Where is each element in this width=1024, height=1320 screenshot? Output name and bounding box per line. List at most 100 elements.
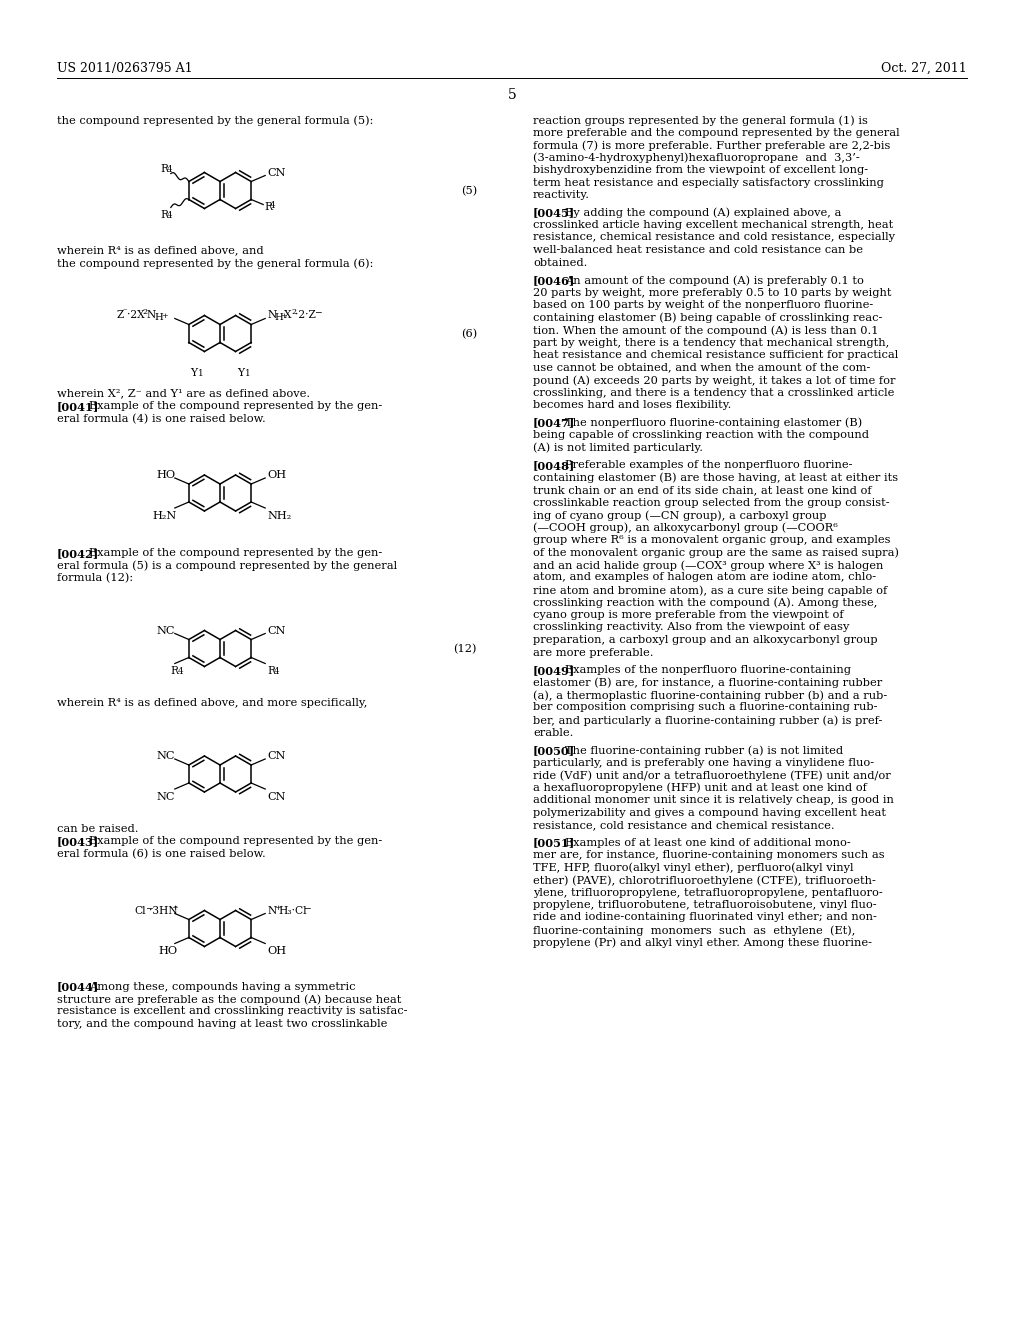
- Text: based on 100 parts by weight of the nonperfluoro fluorine-: based on 100 parts by weight of the nonp…: [534, 300, 873, 310]
- Text: 4: 4: [178, 667, 183, 676]
- Text: By adding the compound (A) explained above, a: By adding the compound (A) explained abo…: [565, 207, 842, 218]
- Text: bishydroxybenzidine from the viewpoint of excellent long-: bishydroxybenzidine from the viewpoint o…: [534, 165, 868, 176]
- Text: wherein R⁴ is as defined above, and more specifically,: wherein R⁴ is as defined above, and more…: [57, 698, 368, 709]
- Text: ber, and particularly a fluorine-containing rubber (a) is pref-: ber, and particularly a fluorine-contain…: [534, 715, 883, 726]
- Text: Oct. 27, 2011: Oct. 27, 2011: [882, 62, 967, 75]
- Text: R: R: [267, 667, 275, 676]
- Text: H: H: [155, 313, 164, 322]
- Text: N: N: [146, 309, 156, 319]
- Text: CN: CN: [267, 792, 286, 803]
- Text: [0050]: [0050]: [534, 744, 575, 756]
- Text: reaction groups represented by the general formula (1) is: reaction groups represented by the gener…: [534, 115, 868, 125]
- Text: [0046]: [0046]: [534, 275, 575, 286]
- Text: [0042]: [0042]: [57, 548, 99, 558]
- Text: (3-amino-4-hydroxyphenyl)hexafluoropropane  and  3,3’-: (3-amino-4-hydroxyphenyl)hexafluoropropa…: [534, 153, 860, 164]
- Text: containing elastomer (B) are those having, at least at either its: containing elastomer (B) are those havin…: [534, 473, 898, 483]
- Text: more preferable and the compound represented by the general: more preferable and the compound represe…: [534, 128, 900, 137]
- Text: use cannot be obtained, and when the amount of the com-: use cannot be obtained, and when the amo…: [534, 363, 870, 372]
- Text: being capable of crosslinking reaction with the compound: being capable of crosslinking reaction w…: [534, 430, 869, 440]
- Text: propylene (Pr) and alkyl vinyl ether. Among these fluorine-: propylene (Pr) and alkyl vinyl ether. Am…: [534, 937, 872, 948]
- Text: NC: NC: [157, 751, 175, 762]
- Text: polymerizability and gives a compound having excellent heat: polymerizability and gives a compound ha…: [534, 808, 886, 817]
- Text: resistance, chemical resistance and cold resistance, especially: resistance, chemical resistance and cold…: [534, 232, 895, 243]
- Text: Cl: Cl: [135, 906, 146, 916]
- Text: X: X: [285, 309, 292, 319]
- Text: reactivity.: reactivity.: [534, 190, 590, 201]
- Text: trunk chain or an end of its side chain, at least one kind of: trunk chain or an end of its side chain,…: [534, 484, 871, 495]
- Text: [0044]: [0044]: [57, 982, 99, 993]
- Text: R: R: [161, 210, 169, 220]
- Text: OH: OH: [267, 470, 287, 480]
- Text: ether) (PAVE), chlorotrifluoroethylene (CTFE), trifluoroeth-: ether) (PAVE), chlorotrifluoroethylene (…: [534, 875, 876, 886]
- Text: atom, and examples of halogen atom are iodine atom, chlo-: atom, and examples of halogen atom are i…: [534, 573, 877, 582]
- Text: heat resistance and chemical resistance sufficient for practical: heat resistance and chemical resistance …: [534, 350, 898, 360]
- Text: ber composition comprising such a fluorine-containing rub-: ber composition comprising such a fluori…: [534, 702, 878, 713]
- Text: crosslinking reactivity. Also from the viewpoint of easy: crosslinking reactivity. Also from the v…: [534, 623, 849, 632]
- Text: Z: Z: [117, 309, 124, 319]
- Text: Preferable examples of the nonperfluoro fluorine-: Preferable examples of the nonperfluoro …: [565, 459, 853, 470]
- Text: H₃·Cl: H₃·Cl: [279, 906, 307, 916]
- Text: [0043]: [0043]: [57, 837, 99, 847]
- Text: US 2011/0263795 A1: US 2011/0263795 A1: [57, 62, 193, 75]
- Text: resistance is excellent and crosslinking reactivity is satisfac-: resistance is excellent and crosslinking…: [57, 1006, 408, 1016]
- Text: ·3HN: ·3HN: [148, 906, 177, 916]
- Text: (A) is not limited particularly.: (A) is not limited particularly.: [534, 442, 703, 453]
- Text: 5: 5: [508, 88, 516, 102]
- Text: NC: NC: [157, 792, 175, 803]
- Text: crosslinked article having excellent mechanical strength, heat: crosslinked article having excellent mec…: [534, 220, 893, 230]
- Text: +: +: [171, 904, 177, 912]
- Text: HO: HO: [157, 470, 176, 480]
- Text: crosslinking, and there is a tendency that a crosslinked article: crosslinking, and there is a tendency th…: [534, 388, 894, 397]
- Text: Among these, compounds having a symmetric: Among these, compounds having a symmetri…: [89, 982, 355, 991]
- Text: ing of cyano group (—CN group), a carboxyl group: ing of cyano group (—CN group), a carbox…: [534, 510, 826, 520]
- Text: crosslinking reaction with the compound (A). Among these,: crosslinking reaction with the compound …: [534, 598, 878, 609]
- Text: (6): (6): [461, 329, 477, 339]
- Text: becomes hard and loses flexibility.: becomes hard and loses flexibility.: [534, 400, 731, 411]
- Text: Y: Y: [238, 367, 245, 378]
- Text: +: +: [274, 904, 281, 912]
- Text: structure are preferable as the compound (A) because heat: structure are preferable as the compound…: [57, 994, 401, 1005]
- Text: containing elastomer (B) being capable of crosslinking reac-: containing elastomer (B) being capable o…: [534, 313, 883, 323]
- Text: propylene, trifluorobutene, tetrafluoroisobutene, vinyl fluo-: propylene, trifluorobutene, tetrafluoroi…: [534, 900, 877, 909]
- Text: ⁻: ⁻: [123, 308, 127, 317]
- Text: preparation, a carboxyl group and an alkoxycarbonyl group: preparation, a carboxyl group and an alk…: [534, 635, 878, 645]
- Text: NH₂: NH₂: [267, 511, 292, 521]
- Text: eral formula (5) is a compound represented by the general: eral formula (5) is a compound represent…: [57, 561, 397, 572]
- Text: of the monovalent organic group are the same as raised supra): of the monovalent organic group are the …: [534, 548, 899, 558]
- Text: 2: 2: [291, 309, 296, 317]
- Text: can be raised.: can be raised.: [57, 824, 138, 834]
- Text: wherein X², Z⁻ and Y¹ are as defined above.: wherein X², Z⁻ and Y¹ are as defined abo…: [57, 388, 310, 399]
- Text: −: −: [314, 308, 322, 317]
- Text: 2: 2: [142, 309, 147, 317]
- Text: crosslinkable reaction group selected from the group consist-: crosslinkable reaction group selected fr…: [534, 498, 890, 507]
- Text: 1: 1: [245, 370, 250, 379]
- Text: The nonperfluoro fluorine-containing elastomer (B): The nonperfluoro fluorine-containing ela…: [565, 417, 862, 428]
- Text: TFE, HFP, fluoro(alkyl vinyl ether), perfluoro(alkyl vinyl: TFE, HFP, fluoro(alkyl vinyl ether), per…: [534, 862, 853, 873]
- Text: [0047]: [0047]: [534, 417, 575, 429]
- Text: NC: NC: [157, 626, 175, 635]
- Text: formula (7) is more preferable. Further preferable are 2,2-bis: formula (7) is more preferable. Further …: [534, 140, 891, 150]
- Text: HO: HO: [159, 946, 178, 957]
- Text: well-balanced heat resistance and cold resistance can be: well-balanced heat resistance and cold r…: [534, 246, 863, 255]
- Text: 4: 4: [274, 667, 280, 676]
- Text: N: N: [267, 906, 276, 916]
- Text: pound (A) exceeds 20 parts by weight, it takes a lot of time for: pound (A) exceeds 20 parts by weight, it…: [534, 375, 896, 385]
- Text: CN: CN: [267, 751, 286, 762]
- Text: −: −: [144, 903, 153, 912]
- Text: tion. When the amount of the compound (A) is less than 0.1: tion. When the amount of the compound (A…: [534, 325, 879, 335]
- Text: a hexafluoropropylene (HFP) unit and at least one kind of: a hexafluoropropylene (HFP) unit and at …: [534, 783, 867, 793]
- Text: term heat resistance and especially satisfactory crosslinking: term heat resistance and especially sati…: [534, 177, 884, 187]
- Text: eral formula (6) is one raised below.: eral formula (6) is one raised below.: [57, 849, 266, 859]
- Text: R: R: [171, 667, 179, 676]
- Text: Y: Y: [190, 367, 198, 378]
- Text: the compound represented by the general formula (5):: the compound represented by the general …: [57, 115, 374, 125]
- Text: (—COOH group), an alkoxycarbonyl group (—COOR⁶: (—COOH group), an alkoxycarbonyl group (…: [534, 523, 838, 533]
- Text: R: R: [264, 202, 272, 211]
- Text: CN: CN: [267, 626, 286, 635]
- Text: (a), a thermoplastic fluorine-containing rubber (b) and a rub-: (a), a thermoplastic fluorine-containing…: [534, 690, 887, 701]
- Text: [0048]: [0048]: [534, 459, 575, 471]
- Text: R: R: [161, 165, 169, 174]
- Text: [0041]: [0041]: [57, 401, 99, 412]
- Text: (5): (5): [461, 186, 477, 195]
- Text: 4: 4: [167, 165, 172, 173]
